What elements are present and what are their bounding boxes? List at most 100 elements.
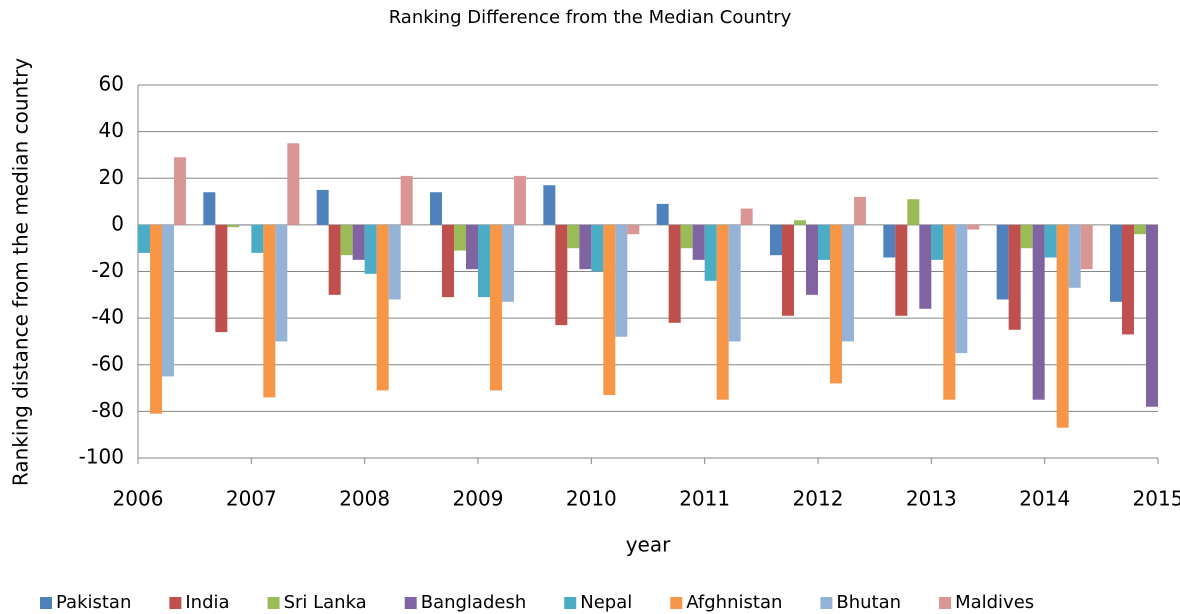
legend-swatch <box>267 597 280 609</box>
legend-swatch <box>404 597 417 609</box>
bar <box>854 196 866 225</box>
legend-label: Afghnistan <box>686 592 782 613</box>
bar <box>1080 224 1093 270</box>
bar <box>352 224 365 260</box>
bar <box>668 224 681 323</box>
legend-swatch <box>169 597 182 609</box>
bar <box>478 224 490 298</box>
bar <box>1020 224 1033 249</box>
bar <box>967 224 980 230</box>
x-tick-label: 2014 <box>1019 487 1070 511</box>
bar <box>1008 224 1021 330</box>
y-tick-label: -80 <box>91 398 124 422</box>
bar <box>543 185 556 225</box>
bar <box>174 157 186 225</box>
bar <box>555 224 568 326</box>
bar <box>996 224 1009 300</box>
bar <box>1044 224 1057 258</box>
bar <box>1110 224 1122 302</box>
bar <box>627 224 640 235</box>
legend-label: Sri Lanka <box>284 592 367 613</box>
bar <box>138 224 150 253</box>
y-tick-label: -20 <box>91 258 124 282</box>
bar <box>1158 225 1170 255</box>
legend-swatch <box>939 597 952 609</box>
bar <box>203 192 216 225</box>
legend-label: Maldives <box>955 592 1034 613</box>
bar <box>251 224 264 253</box>
bar <box>716 224 729 400</box>
bar <box>430 192 442 225</box>
bar <box>388 224 401 300</box>
bar <box>895 224 908 316</box>
x-tick-label: 2012 <box>793 487 844 511</box>
x-tick-label: 2015 <box>1133 487 1180 511</box>
y-tick-label: 60 <box>99 72 124 96</box>
x-axis-label: year <box>626 533 671 557</box>
bar <box>263 224 276 398</box>
bar <box>740 208 753 225</box>
bar <box>782 224 794 316</box>
legend-label: Nepal <box>580 592 632 613</box>
bar <box>316 189 329 225</box>
bar <box>328 224 341 295</box>
bar <box>466 224 478 270</box>
bar <box>454 224 466 251</box>
bar <box>1068 224 1081 288</box>
bar <box>830 224 842 384</box>
bar <box>919 224 932 309</box>
bar <box>1056 224 1069 428</box>
bar <box>275 224 288 342</box>
bar <box>591 224 604 272</box>
bar <box>400 175 413 225</box>
legend: Pakistan India Sri Lanka Bangladesh Nepal Afg… <box>40 592 1034 613</box>
bar <box>770 224 782 256</box>
bar <box>931 224 944 260</box>
y-axis-label: Ranking distance from the median country <box>9 58 33 486</box>
bars <box>138 143 1170 428</box>
grid <box>137 84 1159 464</box>
bar <box>340 224 353 256</box>
legend-label: India <box>185 592 229 613</box>
bar <box>818 224 830 260</box>
x-tick-label: 2009 <box>453 487 504 511</box>
bar <box>692 224 705 260</box>
y-tick-label: 20 <box>99 165 124 189</box>
y-tick-label: -100 <box>79 445 124 469</box>
bar <box>907 199 920 225</box>
bar <box>1146 224 1158 407</box>
legend-label: Pakistan <box>56 592 131 613</box>
bar <box>794 220 806 225</box>
bar <box>162 224 174 377</box>
bar <box>680 224 693 249</box>
legend-swatch <box>820 597 833 609</box>
legend-swatch <box>40 597 52 609</box>
legend-label: Bangladesh <box>421 592 527 613</box>
bar <box>442 224 454 298</box>
bar <box>376 224 389 391</box>
x-tick-label: 2010 <box>566 487 617 511</box>
bar <box>579 224 592 270</box>
bar <box>883 224 896 258</box>
bar <box>502 224 514 302</box>
x-tick-label: 2013 <box>906 487 957 511</box>
bar <box>150 224 162 414</box>
chart-title: Ranking Difference from the Median Count… <box>389 7 792 28</box>
bar <box>615 224 628 337</box>
x-tick-label: 2007 <box>226 487 277 511</box>
legend-swatch <box>564 597 577 609</box>
bar <box>806 224 818 295</box>
bar <box>567 224 580 249</box>
y-tick-label: -40 <box>91 305 124 329</box>
x-tick-label: 2011 <box>679 487 730 511</box>
legend-swatch <box>670 597 683 609</box>
bar <box>514 175 526 225</box>
bar <box>215 224 228 333</box>
bar <box>943 224 956 400</box>
y-tick-label: 0 <box>111 211 124 235</box>
bar <box>955 224 968 354</box>
bar <box>842 224 854 342</box>
y-tick-label: 40 <box>99 118 124 142</box>
